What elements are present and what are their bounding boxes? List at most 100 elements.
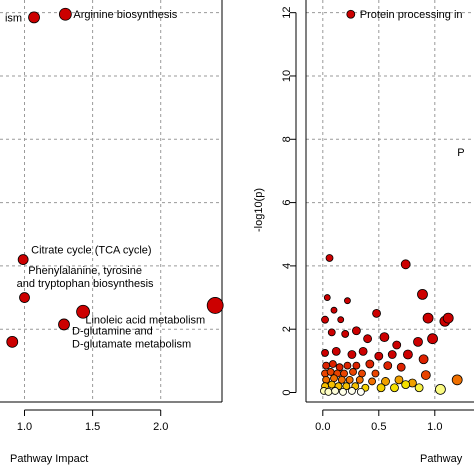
left-panel: 1.0 1.5 2.0 ism Arginine biosynthesis Citrat… xyxy=(0,0,224,465)
left-point-label: D-glutamine and D-glutamate metabolism xyxy=(72,325,191,350)
right-grid xyxy=(306,0,474,402)
left-axes: 1.0 1.5 2.0 xyxy=(0,0,223,433)
right-data-point xyxy=(349,368,357,376)
right-data-point xyxy=(420,370,431,380)
right-data-point xyxy=(342,382,351,391)
right-data-point xyxy=(383,361,393,370)
left-labels: ism Arginine biosynthesis Citrate cycle (T… xyxy=(5,9,205,350)
right-annotation: Protein processing in xyxy=(360,9,463,21)
left-data-point xyxy=(28,11,40,24)
left-point-label: ism xyxy=(5,12,22,24)
right-x-tick-label: 0.0 xyxy=(315,421,330,433)
left-data-point xyxy=(58,318,70,331)
left-x-tick-label: 2.0 xyxy=(153,421,168,433)
right-y-axis-title: -log10(p) xyxy=(253,188,265,232)
right-data-point xyxy=(442,312,454,324)
right-data-point xyxy=(387,350,397,359)
right-data-point xyxy=(451,374,463,386)
right-labels: Protein processing in P xyxy=(360,9,465,159)
left-point-label-line: Linoleic acid metabolism xyxy=(85,314,205,326)
right-data-point xyxy=(376,383,386,393)
right-data-point xyxy=(418,354,429,365)
right-y-tick-label: 2 xyxy=(281,326,293,332)
right-data-point xyxy=(346,9,356,19)
right-data-point xyxy=(326,368,335,376)
right-data-point xyxy=(327,380,336,389)
right-data-point xyxy=(381,377,390,386)
right-y-tick-label: 12 xyxy=(281,7,293,19)
right-data-point xyxy=(345,375,354,384)
right-data-point xyxy=(324,387,333,396)
right-data-point xyxy=(356,387,365,396)
right-data-point xyxy=(341,330,350,338)
right-data-point xyxy=(321,349,329,357)
right-data-point xyxy=(347,350,357,359)
right-data-point xyxy=(396,362,406,372)
right-data-point xyxy=(400,259,411,270)
left-point-label-line: D-glutamate metabolism xyxy=(72,338,191,350)
right-data-point xyxy=(331,346,341,356)
left-points xyxy=(6,7,224,348)
right-data-point xyxy=(351,326,361,336)
right-y-tick-label: 4 xyxy=(281,263,293,269)
right-panel: 0 2 4 6 8 10 12 0.0 0.5 1.0 Protein processing in… xyxy=(253,0,474,465)
left-point-label: Linoleic acid metabolism xyxy=(85,314,205,326)
right-data-point xyxy=(371,369,380,378)
right-data-point xyxy=(379,332,390,343)
left-point-label-line: Arginine biosynthesis xyxy=(73,9,177,21)
right-data-point xyxy=(414,383,424,393)
left-point-label-line: Phenylalanine, tyrosine xyxy=(28,265,142,277)
right-data-point xyxy=(358,346,368,356)
left-data-point xyxy=(19,292,30,303)
right-data-point xyxy=(321,315,329,324)
right-x-tick-label: 0.5 xyxy=(371,421,386,433)
right-data-point xyxy=(434,383,446,395)
right-data-point xyxy=(331,387,340,395)
right-data-point xyxy=(330,306,338,314)
right-data-point xyxy=(390,383,399,393)
left-data-point xyxy=(58,7,72,21)
right-data-point xyxy=(363,334,373,344)
right-data-point xyxy=(403,349,413,360)
left-data-point xyxy=(17,254,29,265)
left-point-label-line: ism xyxy=(5,12,22,24)
right-y-tick-label: 6 xyxy=(281,200,293,206)
right-data-point xyxy=(372,308,381,318)
right-data-point xyxy=(327,328,336,337)
right-data-point xyxy=(413,336,423,347)
right-data-point xyxy=(422,312,434,324)
left-data-point xyxy=(6,335,19,348)
right-data-point xyxy=(374,351,384,361)
left-point-label-line: and tryptophan biosynthesis xyxy=(17,278,154,290)
right-x-tick-label: 1.0 xyxy=(427,421,442,433)
right-data-point xyxy=(355,375,364,384)
right-data-point xyxy=(344,297,351,305)
left-data-point xyxy=(76,304,90,319)
left-x-tick-label: 1.5 xyxy=(85,421,100,433)
left-x-tick-label: 1.0 xyxy=(17,421,32,433)
right-data-point xyxy=(343,361,352,370)
right-data-point xyxy=(339,387,347,396)
right-y-tick-label: 10 xyxy=(281,70,293,82)
left-point-label-line: Citrate cycle (TCA cycle) xyxy=(31,245,151,257)
right-data-point xyxy=(348,387,356,395)
right-data-point xyxy=(392,340,402,350)
right-data-point xyxy=(323,294,331,301)
left-x-axis-title: Pathway Impact xyxy=(10,453,88,465)
right-data-point xyxy=(328,360,337,368)
left-point-label: Citrate cycle (TCA cycle) xyxy=(31,245,151,257)
right-data-point xyxy=(365,359,375,369)
right-data-point xyxy=(427,333,438,345)
left-data-point xyxy=(206,297,224,314)
right-data-point xyxy=(352,361,361,370)
right-axes: 0 2 4 6 8 10 12 0.0 0.5 1.0 xyxy=(281,0,474,433)
right-data-point xyxy=(368,377,376,386)
right-data-point xyxy=(394,375,404,385)
right-x-axis-title: Pathway xyxy=(420,453,463,465)
right-annotation: P xyxy=(457,147,464,159)
right-data-point xyxy=(401,380,411,389)
right-data-point xyxy=(322,361,331,370)
left-point-label: Phenylalanine, tyrosine and tryptophan bi… xyxy=(17,265,154,290)
right-y-tick-label: 8 xyxy=(281,136,293,142)
